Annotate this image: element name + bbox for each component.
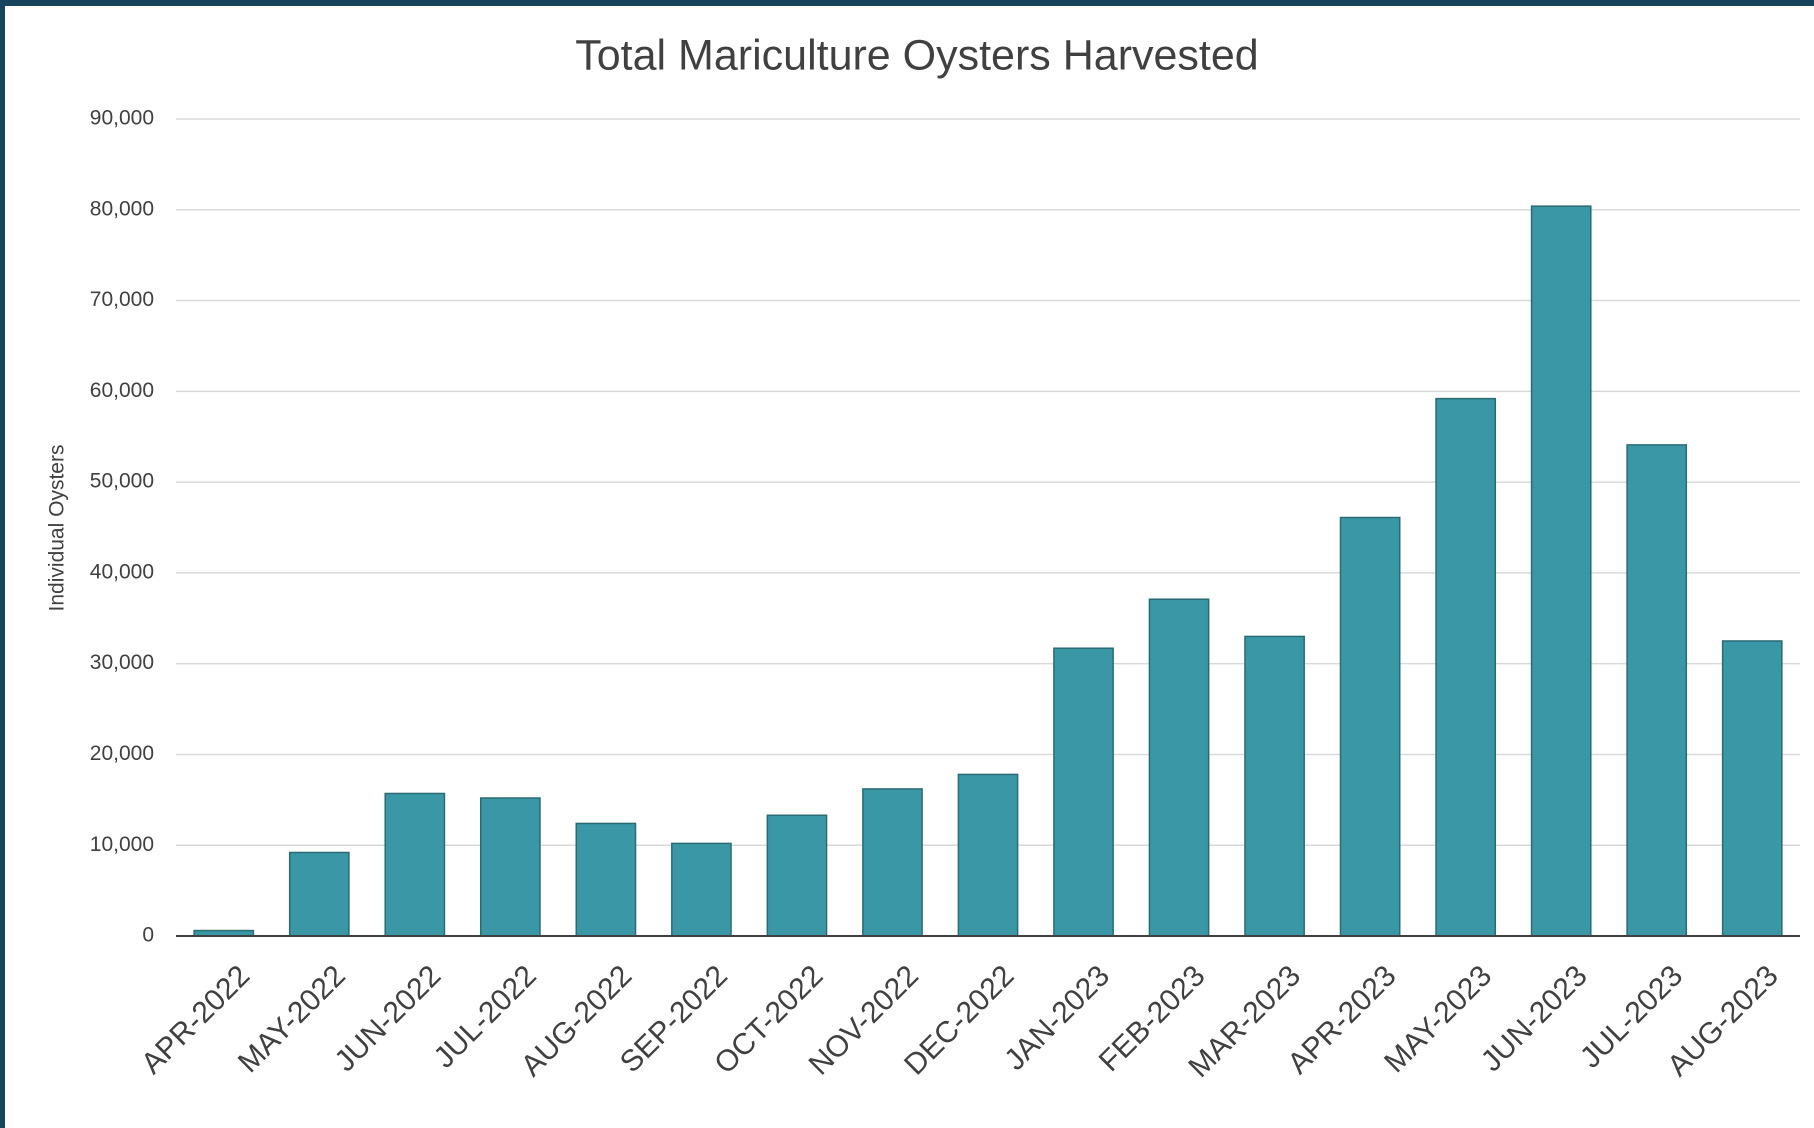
bar [671, 842, 732, 937]
frame-top [0, 0, 1814, 6]
y-tick-label: 20,000 [90, 742, 154, 765]
bar [957, 773, 1019, 937]
y-tick-label: 90,000 [90, 107, 154, 130]
bar [766, 814, 828, 937]
bar [575, 822, 637, 937]
bar [384, 792, 446, 937]
y-tick-label: 50,000 [90, 470, 154, 493]
bar [1721, 640, 1783, 937]
bar [1244, 635, 1305, 937]
y-tick-label: 40,000 [90, 560, 154, 583]
y-tick-label: 60,000 [90, 379, 154, 402]
bar [1339, 516, 1401, 937]
bar [288, 851, 350, 937]
chart-title: Total Mariculture Oysters Harvested [575, 31, 1258, 79]
y-tick-label: 0 [142, 924, 154, 947]
y-axis-label: Individual Oysters [46, 445, 69, 612]
y-tick-label: 30,000 [90, 651, 154, 674]
bar [1435, 397, 1497, 937]
bar [1626, 444, 1688, 937]
bar [1148, 598, 1210, 937]
frame-left [0, 0, 5, 1128]
y-tick-label: 70,000 [90, 288, 154, 311]
y-tick-label: 10,000 [90, 833, 154, 856]
bar [1053, 647, 1114, 937]
bar [479, 797, 541, 937]
bar [862, 788, 923, 937]
bar [1530, 205, 1592, 937]
y-tick-label: 80,000 [90, 197, 154, 220]
